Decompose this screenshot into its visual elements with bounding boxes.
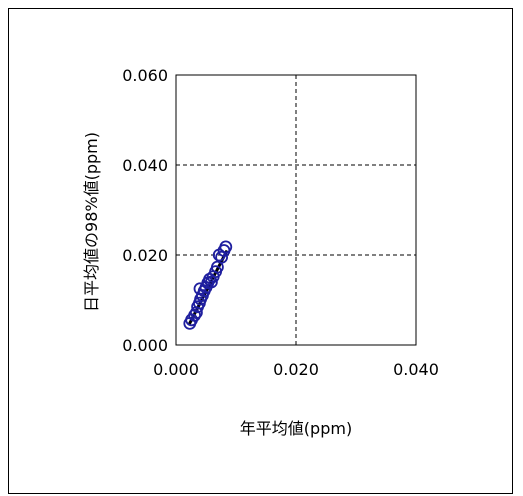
y-axis-title: 日平均値の98%値(ppm) (82, 132, 101, 312)
x-axis-title: 年平均値(ppm) (240, 419, 352, 438)
y-tick-label: 0.020 (122, 246, 168, 265)
data-point (188, 308, 202, 322)
x-tick-label: 0.000 (153, 360, 199, 379)
plot-area (175, 74, 417, 346)
data-point (219, 240, 233, 254)
x-tick-labels: 0.000 0.020 0.040 (153, 360, 439, 379)
y-tick-label: 0.000 (122, 336, 168, 355)
data-point (215, 250, 229, 264)
chart-frame (8, 8, 513, 494)
x-tick-label: 0.040 (393, 360, 439, 379)
grid-lines (176, 75, 416, 345)
data-point (204, 275, 218, 289)
y-tick-label: 0.060 (122, 66, 168, 85)
data-points (183, 240, 233, 330)
y-tick-labels: 0.000 0.020 0.040 0.060 (122, 66, 168, 355)
y-tick-label: 0.040 (122, 156, 168, 175)
x-tick-label: 0.020 (273, 360, 319, 379)
